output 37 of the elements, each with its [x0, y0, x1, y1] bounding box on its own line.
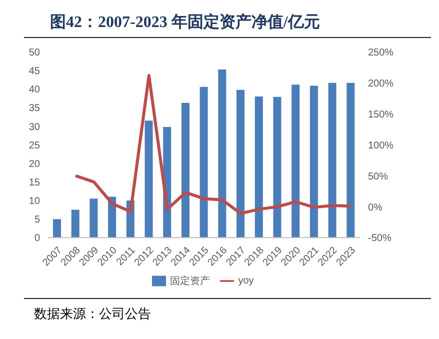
legend-label: yoy	[238, 276, 254, 287]
y-tick-label: 15	[28, 178, 40, 188]
y2-tick-label: 200%	[368, 78, 394, 90]
bar	[181, 102, 190, 238]
bar	[273, 96, 282, 238]
line-series	[74, 74, 352, 216]
y2-tick-label: 0%	[368, 202, 383, 214]
source-note: 数据来源：公司公告	[34, 305, 152, 323]
y-tick-label: 35	[28, 103, 40, 114]
y-tick-label: 50	[28, 48, 40, 59]
chart-title: 图42：2007-2023 年固定资产净值/亿元	[24, 8, 431, 38]
y-tick-label: 45	[28, 66, 40, 78]
y-tick-label: 30	[28, 122, 40, 133]
y-tick-label: 25	[28, 140, 40, 152]
bar	[292, 84, 300, 238]
y2-tick-label: -50%	[368, 233, 392, 244]
y2-tick-label: 250%	[368, 48, 394, 59]
y2-tick-label: 150%	[368, 109, 394, 120]
bar	[310, 86, 318, 238]
y2-tick-label: 100%	[368, 140, 394, 152]
y-tick-label: 20	[28, 158, 40, 170]
bar	[254, 96, 263, 238]
bar	[53, 219, 61, 238]
bar	[328, 82, 336, 238]
y-tick-label: 0	[34, 233, 40, 244]
y-tick-label: 40	[28, 84, 40, 96]
bar	[218, 69, 226, 238]
bar	[200, 86, 208, 238]
y-tick-label: 10	[28, 196, 40, 208]
bar	[346, 82, 355, 238]
y2-tick-label: 50%	[368, 171, 388, 182]
bar	[71, 210, 80, 238]
bar	[236, 90, 245, 238]
legend-label: 固定资产	[170, 276, 210, 287]
bar	[144, 120, 153, 238]
y-tick-label: 5	[34, 214, 40, 226]
bar	[90, 198, 98, 238]
